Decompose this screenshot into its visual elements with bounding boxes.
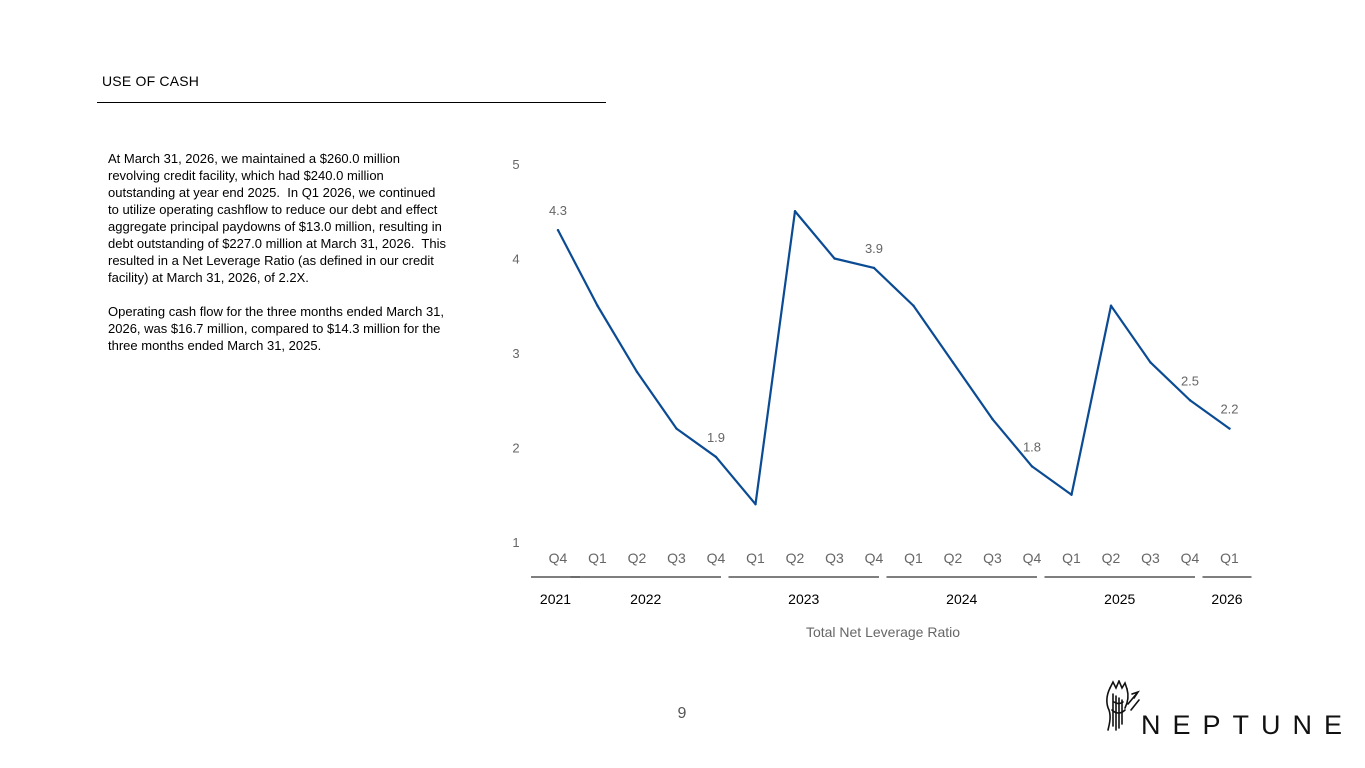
x-tick-label: Q2 — [944, 550, 963, 566]
x-tick-label: Q4 — [707, 550, 726, 566]
series-point — [1070, 493, 1073, 496]
data-label: 2.2 — [1220, 402, 1238, 417]
neptune-trident-head-icon — [1106, 680, 1140, 731]
year-group-label: 2023 — [788, 591, 819, 607]
x-tick-label: Q2 — [1102, 550, 1121, 566]
x-tick-label: Q4 — [1181, 550, 1200, 566]
series-point — [675, 427, 678, 430]
x-tick-label: Q3 — [667, 550, 686, 566]
x-axis-ticks: Q4 Q1 Q2 Q3 Q4 Q1 Q2 Q3 Q4 Q1 Q2 Q3 Q4 Q1 Q2 Q3 Q4 Q1 — [549, 550, 1239, 566]
series-point — [872, 266, 876, 270]
series-point — [833, 257, 836, 260]
series-point — [951, 361, 955, 364]
y-tick-label: 5 — [512, 157, 519, 172]
year-group-label: 2026 — [1211, 591, 1242, 607]
series-point — [912, 304, 915, 307]
x-tick-label: Q3 — [983, 550, 1002, 566]
body-text: At March 31, 2026, we maintained a $260.… — [108, 150, 448, 371]
series-point — [1149, 361, 1152, 364]
x-axis-label: Total Net Leverage Ratio — [806, 624, 960, 640]
x-tick-label: Q1 — [1220, 550, 1239, 566]
x-tick-label: Q4 — [549, 550, 568, 566]
x-tick-label: Q4 — [865, 550, 884, 566]
series-point — [1228, 427, 1231, 430]
series-point — [556, 228, 560, 232]
x-tick-label: Q1 — [588, 550, 607, 566]
y-axis-ticks: 1 2 3 4 5 — [512, 157, 519, 550]
year-group-label: 2022 — [630, 591, 661, 607]
x-tick-label: Q1 — [746, 550, 765, 566]
series-point — [1030, 465, 1034, 468]
data-label: 1.9 — [707, 430, 725, 445]
brand-wordmark: NEPTUNE — [1141, 710, 1355, 740]
data-label: 4.3 — [549, 203, 567, 218]
data-labels: 4.3 1.9 3.9 1.8 2.5 2.2 — [549, 203, 1239, 506]
year-group-label: 2021 — [540, 591, 571, 607]
series-point — [991, 417, 994, 421]
title-divider — [97, 102, 606, 103]
series-point — [635, 370, 639, 374]
series-point — [1188, 399, 1192, 402]
series-line-net-leverage — [556, 210, 1231, 506]
page-number: 9 — [677, 705, 687, 722]
x-tick-label: Q1 — [904, 550, 923, 566]
year-group-label: 2024 — [946, 591, 977, 607]
x-tick-label: Q3 — [1141, 550, 1160, 566]
year-groups: 2021 2022 2023 2024 2025 2026 — [531, 576, 1252, 607]
series-point — [754, 503, 757, 506]
paragraph-credit-facility: At March 31, 2026, we maintained a $260.… — [108, 151, 450, 285]
year-group-label: 2025 — [1104, 591, 1135, 607]
y-tick-label: 4 — [512, 252, 519, 267]
data-label: 1.8 — [1023, 439, 1041, 454]
data-label: 3.9 — [865, 241, 883, 256]
y-tick-label: 1 — [512, 535, 519, 550]
slide-title: USE OF CASH — [102, 73, 200, 89]
series-point — [793, 210, 797, 213]
y-tick-label: 2 — [512, 441, 519, 456]
data-label: 2.5 — [1181, 373, 1199, 388]
x-tick-label: Q3 — [825, 550, 844, 566]
paragraph-operating-cash-flow: Operating cash flow for the three months… — [108, 304, 448, 353]
x-tick-label: Q2 — [628, 550, 647, 566]
x-tick-label: Q2 — [786, 550, 805, 566]
series-point — [1109, 304, 1113, 307]
series-point — [714, 455, 718, 459]
x-tick-label: Q1 — [1062, 550, 1081, 566]
y-tick-label: 3 — [512, 346, 519, 361]
series-point — [596, 304, 599, 307]
x-tick-label: Q4 — [1023, 550, 1042, 566]
